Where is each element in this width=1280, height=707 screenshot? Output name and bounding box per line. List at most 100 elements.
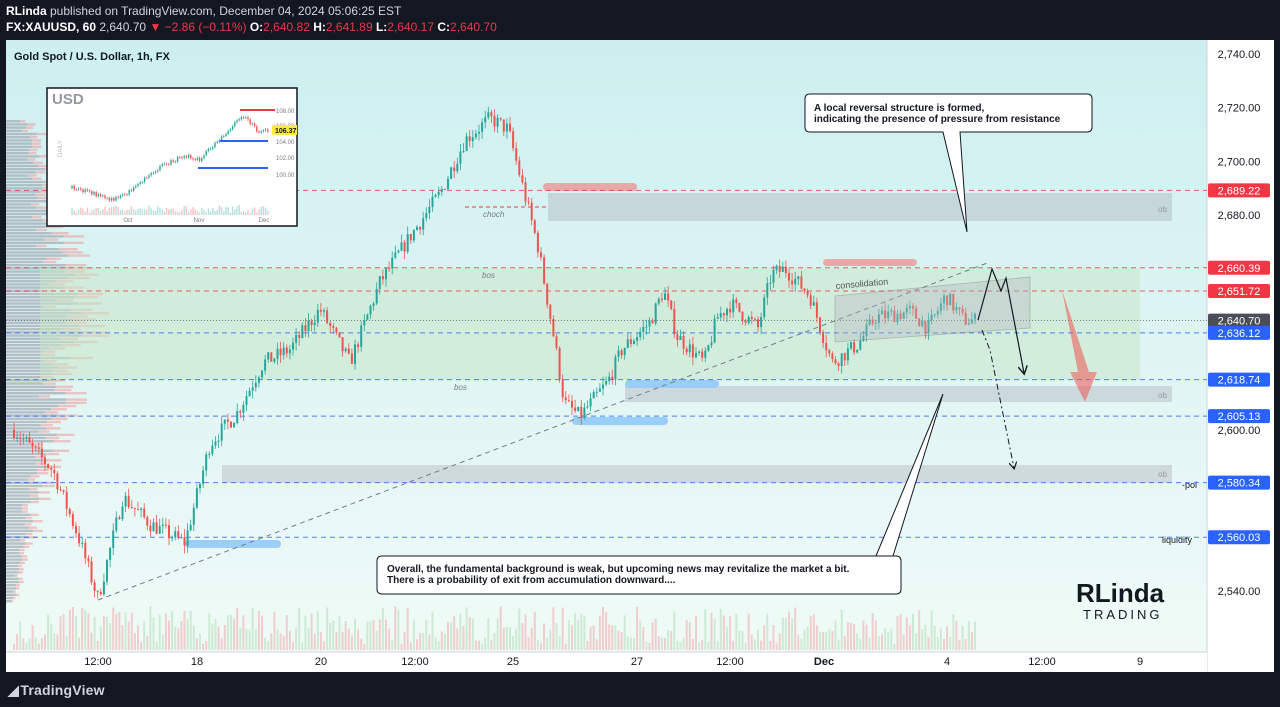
inset-volume (258, 209, 260, 215)
candle-body (419, 226, 422, 230)
volume-bar (530, 627, 533, 650)
candle-body (908, 306, 911, 309)
volume-bar (338, 616, 341, 650)
candle-body (443, 189, 446, 191)
volume-profile-row (6, 590, 14, 593)
level-tag-6 (1208, 409, 1270, 424)
close-label: C: (437, 20, 451, 34)
inset-candle (179, 157, 181, 159)
usd-inset-chart[interactable]: USD DAILY 108.00106.00104.00102.00100.00… (46, 87, 298, 227)
candle-body (164, 524, 167, 526)
volume-bar (685, 620, 688, 650)
inset-frame (46, 87, 298, 227)
volume-profile-row (6, 280, 56, 283)
volume-bar (877, 636, 880, 650)
publisher-name[interactable]: RLinda (6, 4, 47, 18)
x-tick-7: Dec (814, 656, 834, 668)
inset-candle (181, 157, 183, 159)
symbol-label[interactable]: FX:XAUUSD, 60 (6, 20, 97, 34)
volume-bar (701, 639, 704, 650)
candle-body (298, 334, 301, 338)
volume-bar (285, 615, 288, 650)
candle-body (955, 307, 958, 311)
volume-bar (87, 612, 90, 650)
volume-bar (335, 632, 338, 650)
volume-bar (394, 606, 397, 650)
volume-profile-row (6, 574, 15, 577)
volume-profile-row (6, 379, 51, 382)
candle-body (304, 325, 307, 332)
inset-candle (240, 116, 243, 120)
candle-body (481, 122, 484, 132)
volume-profile-row (6, 203, 31, 206)
volume-profile-row (6, 126, 27, 129)
inset-volume (256, 212, 258, 215)
inset-candle (108, 198, 111, 201)
volume-profile-row-sell (22, 504, 28, 507)
callout-bottom[interactable] (376, 393, 944, 595)
volume-bar (595, 639, 598, 650)
candle-body (50, 468, 53, 470)
volume-profile-row-sell (19, 552, 25, 555)
volume-profile-row-sell (56, 433, 75, 436)
candle-body (434, 195, 437, 197)
candle-body (933, 314, 936, 316)
inset-candle (161, 164, 163, 167)
x-tick-0: 12:00 (84, 656, 112, 668)
chart-frame[interactable]: 2,689.22 2,660.39 2,651.72 2,640.70 2,636.12… (6, 40, 1274, 672)
volume-bar (974, 621, 976, 650)
inset-volume (73, 210, 75, 215)
volume-bar (912, 613, 914, 650)
volume-profile-row-sell (39, 155, 51, 158)
volume-bar (592, 625, 595, 650)
candles (13, 106, 976, 599)
volume-bar (819, 631, 821, 650)
volume-profile-row-sell (22, 510, 28, 513)
candle-body (890, 310, 893, 312)
candle-body (716, 317, 719, 319)
volume-profile-row (6, 305, 43, 308)
volume-bar (744, 643, 747, 650)
volume-bar (341, 631, 344, 650)
inset-candle (119, 195, 122, 198)
x-tick-4: 25 (507, 656, 519, 668)
candle-body (177, 531, 180, 538)
candle-body (347, 348, 350, 354)
volume-bar (164, 613, 167, 650)
volume-bar (75, 615, 77, 650)
volume-profile-row (6, 136, 30, 139)
inset-volume (198, 212, 201, 215)
candle-body (509, 123, 511, 132)
brand-logo-sub: TRADING (1083, 607, 1163, 622)
inset-candle (159, 166, 161, 171)
volume-bar (25, 642, 28, 650)
rising-trendline[interactable] (97, 261, 991, 601)
volume-profile-row (6, 465, 47, 468)
candle-body (846, 348, 849, 361)
tradingview-logo[interactable]: ◢ TradingView (8, 682, 105, 699)
volume-bar (155, 641, 158, 650)
price-chart[interactable]: 2,689.22 2,660.39 2,651.72 2,640.702,636.12… (6, 40, 1274, 672)
volume-bar (688, 622, 691, 650)
volume-bar (127, 621, 130, 650)
candle-body (425, 213, 428, 219)
candle-body (679, 336, 682, 340)
volume-bar (862, 620, 865, 650)
level-tag-label-8: 2,560.03 (1218, 532, 1261, 544)
volume-profile-row-sell (59, 248, 78, 251)
volume-bar (84, 609, 87, 650)
candle-body (822, 332, 825, 343)
callout-top[interactable] (804, 93, 1093, 233)
candle-body (685, 348, 688, 353)
inset-candle (143, 177, 146, 182)
candle-body (53, 469, 56, 474)
volume-profile-row (6, 552, 20, 555)
inset-candle (135, 186, 137, 188)
tv-logo-text: TradingView (20, 682, 105, 698)
volume-profile-row (6, 363, 53, 366)
candle-body (760, 317, 763, 328)
inset-volume (179, 212, 181, 215)
open-value: 2,640.82 (263, 20, 310, 34)
candle-body (496, 117, 499, 127)
consolidation-channel[interactable] (834, 276, 1031, 343)
